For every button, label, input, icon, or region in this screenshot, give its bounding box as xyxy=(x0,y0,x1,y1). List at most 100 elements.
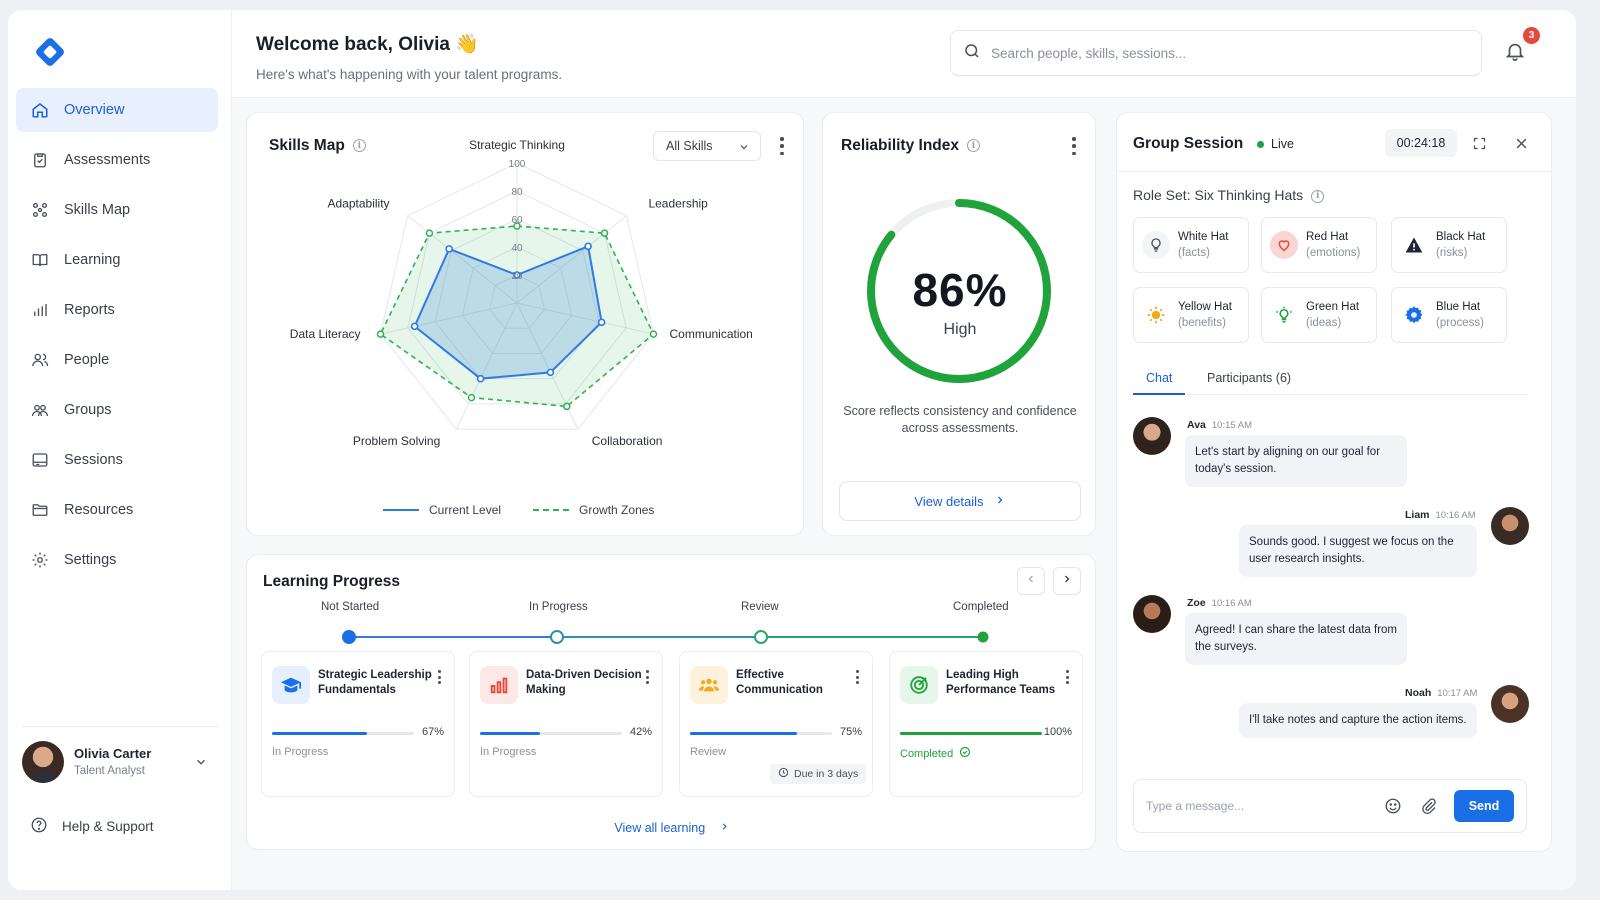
session-timer: 00:24:18 xyxy=(1385,129,1457,157)
learning-title: Learning Progress xyxy=(263,573,400,590)
message-author: Ava xyxy=(1187,419,1206,431)
tab-participants[interactable]: Participants (6) xyxy=(1207,371,1292,385)
hat-sub: (facts) xyxy=(1178,247,1210,259)
user-role: Talent Analyst xyxy=(74,765,145,777)
message-time: 10:16 AM xyxy=(1435,510,1476,521)
sidebar-item-label: Resources xyxy=(64,502,134,518)
message-input[interactable] xyxy=(1146,799,1376,813)
sidebar-item-resources[interactable]: Resources xyxy=(16,488,218,532)
sidebar-item-sessions[interactable]: Sessions xyxy=(16,438,218,482)
radial-tick-label: 100 xyxy=(509,159,526,170)
hat-green[interactable]: Green Hat (ideas) xyxy=(1261,287,1377,343)
bar-chart-icon xyxy=(30,300,50,320)
skills-filter-select[interactable]: All Skills xyxy=(653,131,761,161)
hat-black[interactable]: Black Hat (risks) xyxy=(1391,217,1507,273)
category-label: Leadership xyxy=(648,197,708,211)
course-progress-fill xyxy=(900,732,1042,735)
course-status: In Progress xyxy=(480,746,537,758)
send-button[interactable]: Send xyxy=(1454,790,1514,822)
expand-icon[interactable] xyxy=(1467,131,1491,155)
avatar xyxy=(1133,417,1171,455)
role-set-text: Role Set: Six Thinking Hats xyxy=(1133,187,1304,203)
tab-chat[interactable]: Chat xyxy=(1133,371,1186,395)
next-button[interactable] xyxy=(1053,567,1081,595)
course-card[interactable]: Strategic Leadership Fundamentals 67% In… xyxy=(261,651,455,797)
skills-map-title-text: Skills Map xyxy=(269,137,345,154)
reliability-gauge xyxy=(867,199,1051,383)
sidebar-item-label: Overview xyxy=(64,102,125,118)
growth-zones-point xyxy=(513,222,521,230)
hat-sub: (process) xyxy=(1436,317,1484,329)
help-label: Help & Support xyxy=(62,819,154,834)
course-card[interactable]: Data-Driven Decision Making 42% In Progr… xyxy=(469,651,663,797)
more-options-icon[interactable] xyxy=(1064,670,1070,684)
role-set-label: Role Set: Six Thinking Hats i xyxy=(1133,187,1325,203)
stage-track xyxy=(342,630,989,644)
more-options-icon[interactable] xyxy=(1071,137,1077,155)
user-profile[interactable]: Olivia Carter Talent Analyst xyxy=(22,726,218,796)
info-icon[interactable]: i xyxy=(967,139,981,153)
stage-not-started: Not Started xyxy=(321,601,380,613)
growth-zones-area xyxy=(379,225,655,408)
course-status: In Progress xyxy=(272,746,329,758)
message-meta: Liam 10:16 AM xyxy=(1405,509,1476,521)
hat-text: Yellow Hat (benefits) xyxy=(1178,301,1232,329)
sidebar-item-people[interactable]: People xyxy=(16,338,218,382)
course-percent: 42% xyxy=(629,726,652,738)
attachment-icon[interactable] xyxy=(1420,797,1438,820)
sidebar-item-settings[interactable]: Settings xyxy=(16,538,218,582)
current-level-point xyxy=(584,242,592,251)
hat-text: White Hat (facts) xyxy=(1178,231,1229,259)
more-options-icon[interactable] xyxy=(436,670,442,684)
close-icon[interactable] xyxy=(1509,131,1533,155)
legend-growth-label: Growth Zones xyxy=(579,503,655,517)
hat-blue[interactable]: Blue Hat (process) xyxy=(1391,287,1507,343)
growth-zones-point xyxy=(563,402,571,411)
logo-icon xyxy=(34,36,66,68)
prev-button[interactable] xyxy=(1017,567,1045,595)
help-support-link[interactable]: Help & Support xyxy=(30,816,154,837)
search-input[interactable] xyxy=(991,45,1451,61)
stage-completed: Completed xyxy=(953,601,1009,613)
chevron-down-icon[interactable] xyxy=(194,755,208,774)
chevron-right-icon xyxy=(1061,572,1073,590)
radar-grid-ring xyxy=(379,162,655,430)
hat-white[interactable]: White Hat (facts) xyxy=(1133,217,1249,273)
growth-zones-point xyxy=(600,229,609,237)
sidebar-item-groups[interactable]: Groups xyxy=(16,388,218,432)
notification-badge: 3 xyxy=(1523,27,1540,44)
current-level-point xyxy=(410,322,419,331)
view-all-learning-link[interactable]: View all learning xyxy=(247,821,1097,835)
message-time: 10:15 AM xyxy=(1211,420,1253,431)
gauge-progress-arc xyxy=(867,199,1051,383)
sidebar-nav: Overview Assessments Skills Map Learning… xyxy=(16,88,218,588)
sidebar-item-skills-map[interactable]: Skills Map xyxy=(16,188,218,232)
more-options-icon[interactable] xyxy=(644,670,650,684)
hat-red[interactable]: Red Hat (emotions) xyxy=(1261,217,1377,273)
view-details-button[interactable]: View details xyxy=(839,481,1081,521)
info-icon[interactable]: i xyxy=(1311,189,1325,203)
sidebar-item-reports[interactable]: Reports xyxy=(16,288,218,332)
hat-text: Red Hat (emotions) xyxy=(1306,231,1360,259)
reliability-level: High xyxy=(943,321,977,338)
info-icon[interactable]: i xyxy=(352,139,366,153)
bell-icon[interactable] xyxy=(1504,40,1530,66)
course-percent: 67% xyxy=(421,726,444,738)
more-options-icon[interactable] xyxy=(854,670,860,684)
course-title: Strategic Leadership Fundamentals xyxy=(318,669,432,696)
current-level-point xyxy=(597,318,606,327)
hat-yellow[interactable]: Yellow Hat (benefits) xyxy=(1133,287,1249,343)
stage-dot-not-started xyxy=(342,630,356,644)
emoji-icon[interactable] xyxy=(1384,797,1402,820)
more-options-icon[interactable] xyxy=(779,137,785,155)
search-box[interactable] xyxy=(950,30,1482,76)
sidebar-item-assessments[interactable]: Assessments xyxy=(16,138,218,182)
course-card[interactable]: Leading High Performance Teams 100% Comp… xyxy=(889,651,1083,797)
sidebar-item-learning[interactable]: Learning xyxy=(16,238,218,282)
avatar xyxy=(1491,507,1529,545)
radar-spoke xyxy=(516,215,627,304)
current-level-point xyxy=(513,271,521,279)
radar-grid-ring xyxy=(461,246,573,354)
course-card[interactable]: Effective Communication 75% Review Due i… xyxy=(679,651,873,797)
sidebar-item-overview[interactable]: Overview xyxy=(16,88,218,132)
